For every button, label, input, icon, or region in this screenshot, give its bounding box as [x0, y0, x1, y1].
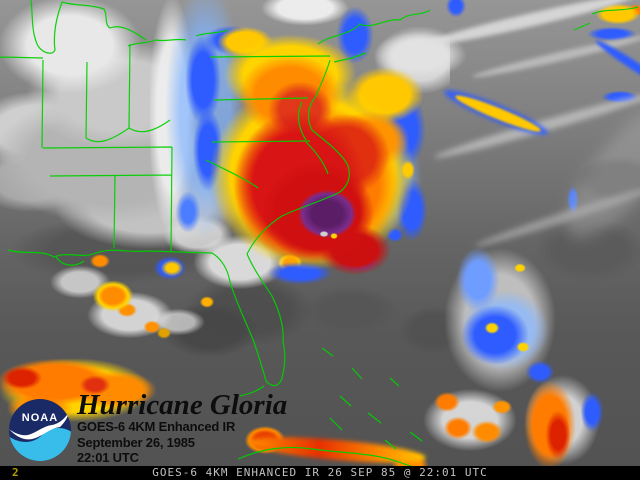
gulf-coast-outline: [7, 249, 149, 266]
status-bar-caption: GOES-6 4KM ENHANCED IR 26 SEP 85 @ 22:01…: [152, 466, 488, 479]
state-borders-midwest: [0, 43, 173, 253]
image-title: Hurricane Gloria: [77, 389, 288, 421]
annotation-block: Hurricane Gloria GOES-6 4KM Enhanced IR …: [77, 391, 287, 466]
image-date-label: September 26, 1985: [77, 434, 195, 450]
noaa-logo: NOAA: [9, 399, 71, 461]
great-lakes-outline: [30, 0, 229, 54]
noaa-logo-sea: [9, 427, 71, 461]
hurricane-gloria-cloud-shield: [150, 0, 450, 300]
satellite-product-label: GOES-6 4KM Enhanced IR: [77, 419, 236, 434]
carolina-coast-outline: [205, 129, 350, 255]
nova-scotia-outline: [573, 6, 639, 31]
georgia-florida-east-coast: [246, 253, 284, 343]
seagull-icon: [9, 412, 69, 440]
frame-number: 2: [12, 466, 19, 479]
florida-outline: [147, 250, 286, 397]
image-time-label: 22:01 UTC: [77, 450, 139, 465]
northeast-coast-outline: [209, 9, 431, 101]
bahamas-outline: [321, 347, 423, 450]
chesapeake-delmarva-outline: [297, 95, 317, 141]
status-bar: 2 GOES-6 4KM ENHANCED IR 26 SEP 85 @ 22:…: [0, 466, 640, 480]
noaa-logo-text: NOAA: [22, 412, 58, 424]
